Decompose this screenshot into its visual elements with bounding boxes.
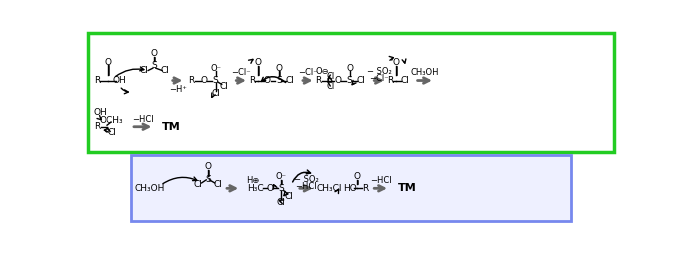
Text: Cl: Cl bbox=[277, 198, 286, 207]
Text: R: R bbox=[249, 76, 255, 85]
Text: −Cl⁻: −Cl⁻ bbox=[369, 74, 389, 84]
Text: Cl: Cl bbox=[285, 76, 294, 85]
Text: O: O bbox=[200, 76, 207, 85]
Text: Cl: Cl bbox=[161, 66, 169, 75]
Text: S: S bbox=[347, 76, 353, 85]
Text: R: R bbox=[188, 76, 195, 85]
Bar bbox=[88, 33, 614, 152]
Text: HO: HO bbox=[342, 184, 356, 193]
Text: R: R bbox=[94, 122, 100, 131]
Text: −HCl: −HCl bbox=[132, 115, 154, 123]
Text: −H⁺: −H⁺ bbox=[169, 85, 187, 93]
Bar bbox=[131, 155, 571, 221]
Text: O: O bbox=[104, 58, 112, 67]
Text: −Cl⁻: −Cl⁻ bbox=[232, 68, 251, 77]
Text: TM: TM bbox=[162, 122, 181, 132]
Text: − SO₂: − SO₂ bbox=[367, 67, 391, 76]
Text: Cl: Cl bbox=[214, 180, 223, 189]
Text: OH: OH bbox=[93, 108, 107, 117]
Text: O⁻: O⁻ bbox=[276, 172, 287, 181]
Text: Cl: Cl bbox=[220, 82, 229, 91]
Text: S: S bbox=[276, 76, 282, 85]
Text: O: O bbox=[346, 65, 353, 73]
Text: −HCl: −HCl bbox=[296, 182, 317, 191]
Text: R: R bbox=[387, 76, 393, 85]
Text: O: O bbox=[276, 65, 282, 73]
Text: Cl: Cl bbox=[107, 128, 116, 137]
Text: Cl: Cl bbox=[400, 76, 409, 85]
Text: S: S bbox=[278, 184, 285, 193]
Text: R: R bbox=[362, 184, 368, 193]
Text: CH₃OH: CH₃OH bbox=[134, 184, 165, 193]
Text: −Cl⁻: −Cl⁻ bbox=[298, 68, 318, 77]
Text: Cl: Cl bbox=[211, 89, 220, 98]
Text: S: S bbox=[205, 175, 211, 184]
Text: O: O bbox=[205, 162, 212, 171]
Text: O⁻: O⁻ bbox=[210, 65, 221, 73]
Text: Cl: Cl bbox=[194, 180, 202, 189]
Text: CH₃OH: CH₃OH bbox=[411, 68, 439, 77]
Text: H⊕: H⊕ bbox=[246, 176, 260, 185]
Text: O: O bbox=[151, 49, 158, 58]
Text: TM: TM bbox=[398, 183, 417, 193]
Text: Cl: Cl bbox=[357, 76, 366, 85]
Text: O: O bbox=[255, 58, 262, 67]
Text: − SO₂: − SO₂ bbox=[294, 174, 318, 184]
Text: Cl: Cl bbox=[285, 192, 294, 200]
Text: O: O bbox=[354, 172, 361, 181]
Text: S: S bbox=[152, 61, 157, 70]
Text: O: O bbox=[267, 184, 274, 193]
Text: Cl: Cl bbox=[139, 66, 148, 75]
Text: H₃C: H₃C bbox=[247, 184, 263, 193]
Text: −HCl: −HCl bbox=[370, 176, 391, 185]
Text: CH₃Cl: CH₃Cl bbox=[317, 184, 342, 193]
Text: OH: OH bbox=[112, 76, 126, 85]
Text: R: R bbox=[316, 76, 322, 85]
Text: O⊖: O⊖ bbox=[316, 67, 329, 76]
Text: O: O bbox=[264, 76, 271, 85]
Text: O: O bbox=[393, 58, 400, 67]
Text: Cl: Cl bbox=[326, 72, 334, 81]
Text: S: S bbox=[213, 76, 218, 85]
Text: R: R bbox=[94, 76, 100, 85]
Text: OCH₃: OCH₃ bbox=[100, 116, 123, 125]
Text: Cl: Cl bbox=[326, 82, 334, 91]
Text: O: O bbox=[334, 76, 342, 85]
